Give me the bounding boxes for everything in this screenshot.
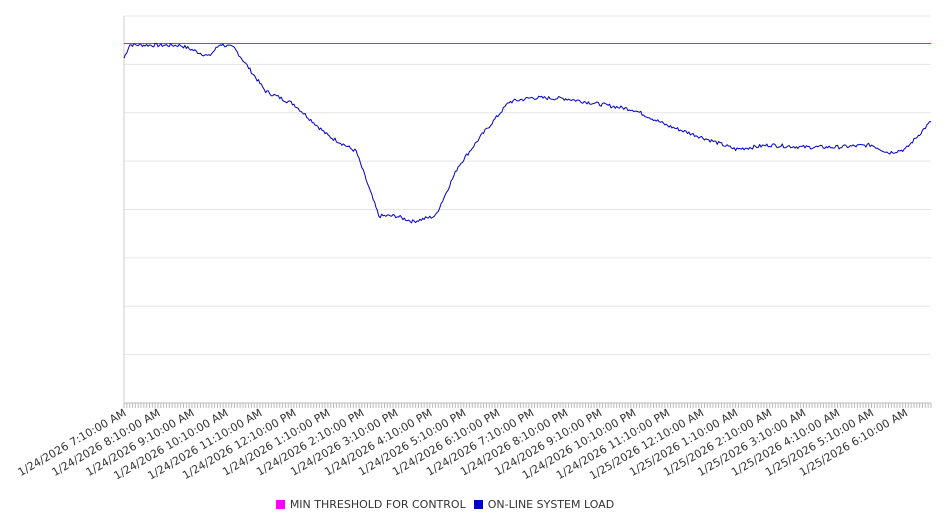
legend-label: MIN THRESHOLD FOR CONTROL (289, 498, 466, 511)
axes (123, 16, 931, 404)
legend-item: MIN THRESHOLD FOR CONTROL (275, 498, 466, 511)
legend-label: ON-LINE SYSTEM LOAD (487, 498, 615, 511)
x-axis-tick-labels: 1/24/2026 7:10:00 AM1/24/2026 8:10:00 AM… (16, 406, 910, 482)
series-lines (123, 42, 932, 224)
legend: MIN THRESHOLD FOR CONTROL ON-LINE SYSTEM … (0, 498, 890, 511)
x-axis-ticks (123, 403, 932, 408)
online-system-load-line (123, 42, 932, 224)
legend-swatch (275, 500, 285, 509)
legend-item: ON-LINE SYSTEM LOAD (473, 498, 615, 511)
legend-swatch (473, 500, 483, 509)
gridlines (124, 15, 931, 356)
